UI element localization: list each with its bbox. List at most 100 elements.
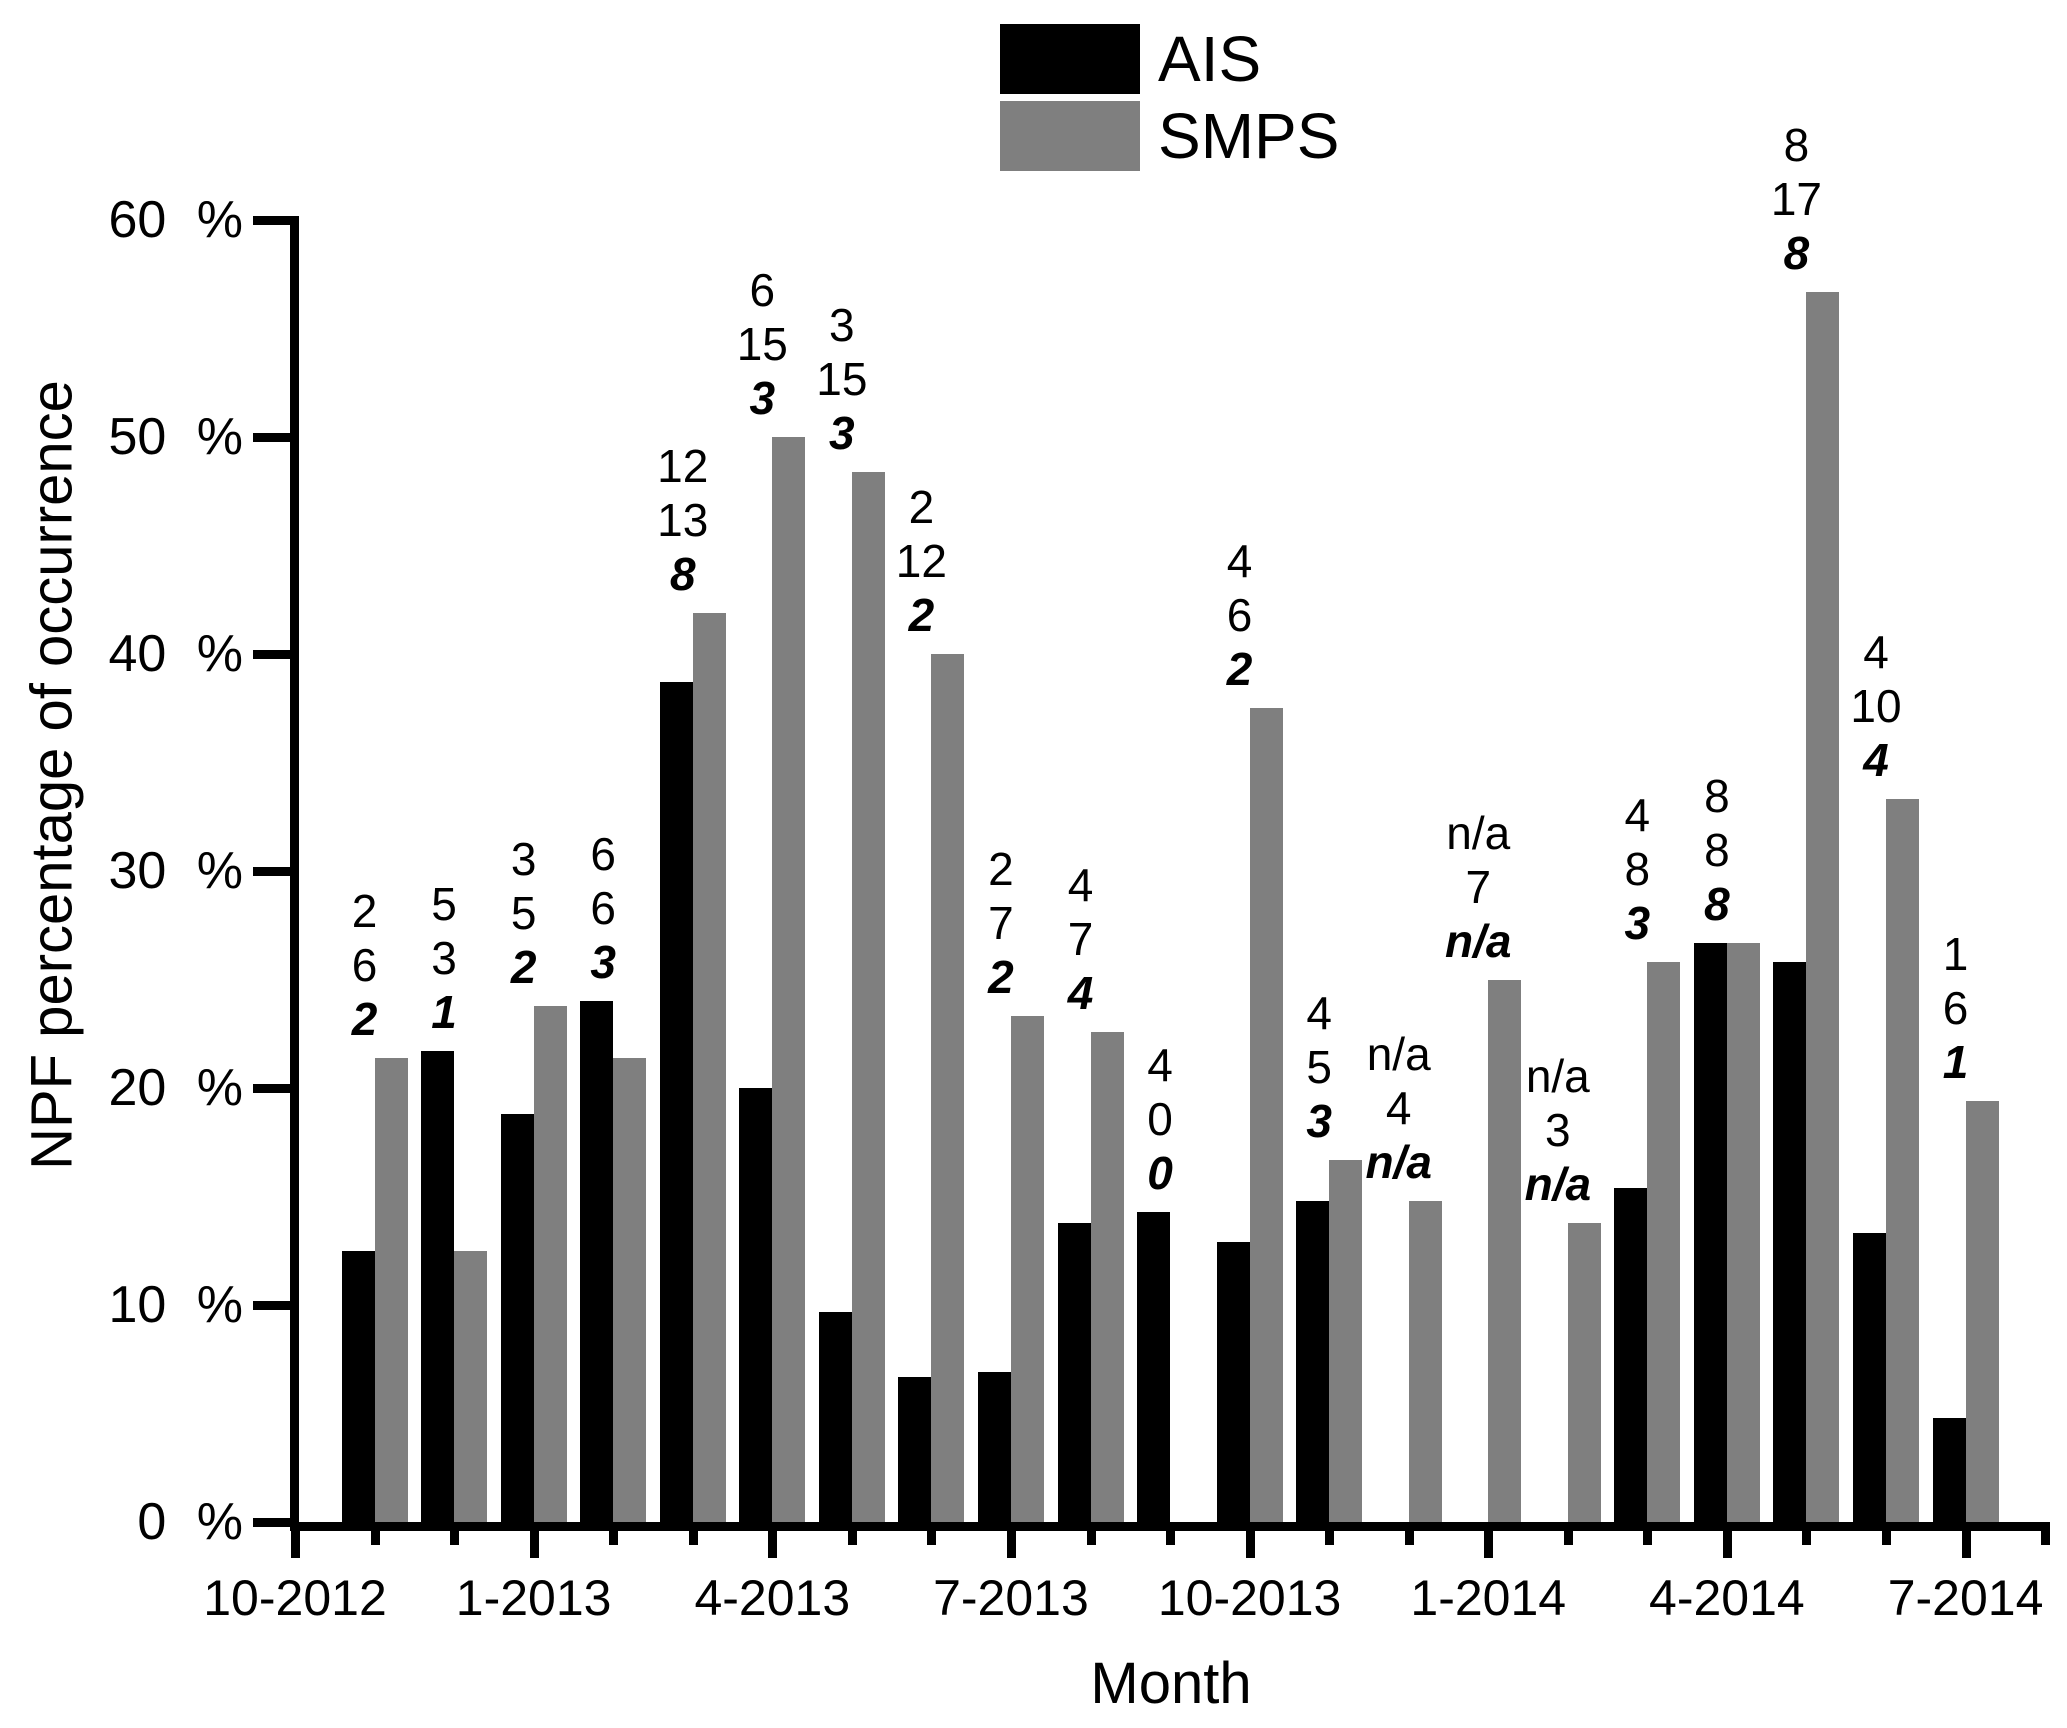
y-axis-line	[290, 216, 299, 1531]
x-tick-m11	[1166, 1528, 1176, 1545]
bar-smps-3-2013	[692, 612, 726, 1522]
smps-color-swatch	[1000, 101, 1140, 171]
annotation-1-2014-line1: n/a	[1446, 806, 1511, 859]
annotation-9-2013-line3: 0	[1147, 1146, 1173, 1199]
bar-smps-8-2013	[1090, 1031, 1124, 1522]
bar-smps-11-2012	[374, 1057, 408, 1522]
annotation-11-2013-line2: 5	[1306, 1040, 1332, 1093]
x-tick-m3	[529, 1528, 539, 1558]
x-tick-label-4-2013: 4-2013	[694, 1570, 851, 1626]
bar-smps-4-2013	[772, 437, 806, 1522]
bar-ais-6-2013	[898, 1376, 932, 1522]
x-tick-m21	[1961, 1528, 1971, 1558]
annotation-2-2013-line2: 6	[590, 882, 616, 935]
bar-ais-6-2014	[1853, 1233, 1886, 1522]
x-tick-m0	[291, 1528, 300, 1558]
bar-ais-11-2012	[341, 1250, 375, 1522]
x-tick-label-7-2013: 7-2013	[933, 1570, 1089, 1626]
annotation-4-2013-line1: 6	[749, 264, 776, 316]
bar-smps-12-2012	[454, 1250, 488, 1522]
y-tick-label-40: 40 %	[108, 625, 243, 683]
bar-smps-4-2014	[1726, 942, 1760, 1522]
annotation-10-2013-line3: 2	[1226, 643, 1253, 696]
annotation-6-2014: 4 10 4	[1766, 625, 1986, 787]
y-tick-label-30: 30 %	[108, 842, 243, 900]
legend-label-smps: SMPS	[1158, 100, 1340, 172]
bar-ais-7-2013	[977, 1372, 1011, 1522]
y-tick-0	[253, 1518, 291, 1527]
annotation-3-2013-line2: 13	[657, 493, 709, 546]
annotation-5-2013-line1: 3	[829, 298, 855, 351]
x-tick-label-7-2014: 7-2014	[1887, 1570, 2044, 1626]
annotation-6-2014-line3: 4	[1863, 734, 1889, 787]
annotation-2-2013-line3: 3	[590, 936, 616, 989]
bar-ais-5-2013	[818, 1311, 852, 1522]
annotation-5-2013-line3: 3	[829, 406, 855, 459]
bar-smps-5-2014	[1806, 291, 1840, 1522]
ais-color-swatch	[1000, 24, 1140, 94]
annotation-12-2012-line3: 1	[431, 986, 457, 1039]
annotation-3-2014-line2: 8	[1624, 843, 1651, 896]
annotation-7-2013-line2: 7	[988, 897, 1014, 950]
annotation-7-2014-line1: 1	[1942, 928, 1969, 981]
bar-smps-5-2013	[851, 471, 885, 1522]
annotation-5-2014-line1: 8	[1783, 118, 1810, 171]
bar-ais-5-2014	[1773, 962, 1807, 1522]
y-tick-label-0: 0 %	[137, 1493, 243, 1551]
annotation-11-2012-line1: 2	[351, 884, 378, 937]
annotation-7-2013-line1: 2	[988, 843, 1014, 896]
bar-ais-9-2013	[1137, 1211, 1171, 1522]
annotation-4-2014-line1: 8	[1704, 769, 1730, 822]
legend-label-ais: AIS	[1158, 23, 1262, 95]
y-tick-20	[253, 1084, 291, 1093]
annotation-6-2013: 2 12 2	[811, 480, 1031, 642]
x-tick-m17	[1643, 1528, 1653, 1545]
y-tick-label-10: 10 %	[108, 1276, 243, 1334]
annotation-2-2014-line1: n/a	[1525, 1049, 1590, 1102]
annotation-7-2014-line3: 1	[1942, 1036, 1969, 1089]
annotation-11-2013-line1: 4	[1306, 986, 1332, 1039]
annotation-9-2013-line2: 0	[1147, 1092, 1173, 1145]
annotation-1-2013-line2: 5	[510, 886, 537, 939]
annotation-9-2013-line1: 4	[1147, 1038, 1173, 1091]
annotation-2-2014: n/a 3 n/a	[1448, 1049, 1668, 1211]
bar-smps-11-2013	[1329, 1159, 1363, 1522]
annotation-10-2013-line1: 4	[1226, 535, 1253, 588]
x-tick-label-4-2014: 4-2014	[1649, 1570, 1805, 1626]
x-tick-m5	[688, 1528, 698, 1545]
bar-smps-2-2013	[613, 1057, 647, 1522]
x-tick-label-1-2013: 1-2013	[455, 1570, 612, 1626]
annotation-5-2014: 8 17 8	[1686, 118, 1906, 280]
annotation-1-2014-line3: n/a	[1445, 914, 1512, 967]
bar-ais-3-2014	[1614, 1187, 1648, 1522]
annotation-11-2012-line3: 2	[351, 992, 378, 1045]
annotation-5-2013-line2: 15	[816, 352, 868, 405]
y-tick-50	[253, 433, 291, 442]
x-axis-line	[290, 1522, 2050, 1531]
y-tick-10	[253, 1301, 291, 1310]
annotation-2-2014-line2: 3	[1545, 1103, 1571, 1156]
bar-ais-3-2013	[659, 682, 693, 1522]
x-tick-m1	[370, 1528, 380, 1545]
annotation-1-2013-line1: 3	[510, 832, 537, 885]
x-tick-label-1-2014: 1-2014	[1410, 1570, 1567, 1626]
x-tick-m8	[927, 1528, 937, 1545]
annotation-1-2014: n/a 7 n/a	[1368, 806, 1588, 968]
annotation-3-2013-line1: 12	[657, 439, 709, 492]
bar-ais-12-2012	[421, 1051, 455, 1522]
annotation-12-2012-line2: 3	[431, 932, 457, 985]
bar-smps-2-2014	[1567, 1222, 1601, 1522]
x-tick-label-10-2013: 10-2013	[1157, 1570, 1342, 1626]
annotation-4-2014-line3: 8	[1704, 877, 1730, 930]
annotation-1-2013-line3: 2	[510, 940, 537, 993]
bar-smps-12-2013	[1408, 1200, 1442, 1522]
annotation-11-2013-line3: 3	[1306, 1094, 1332, 1147]
